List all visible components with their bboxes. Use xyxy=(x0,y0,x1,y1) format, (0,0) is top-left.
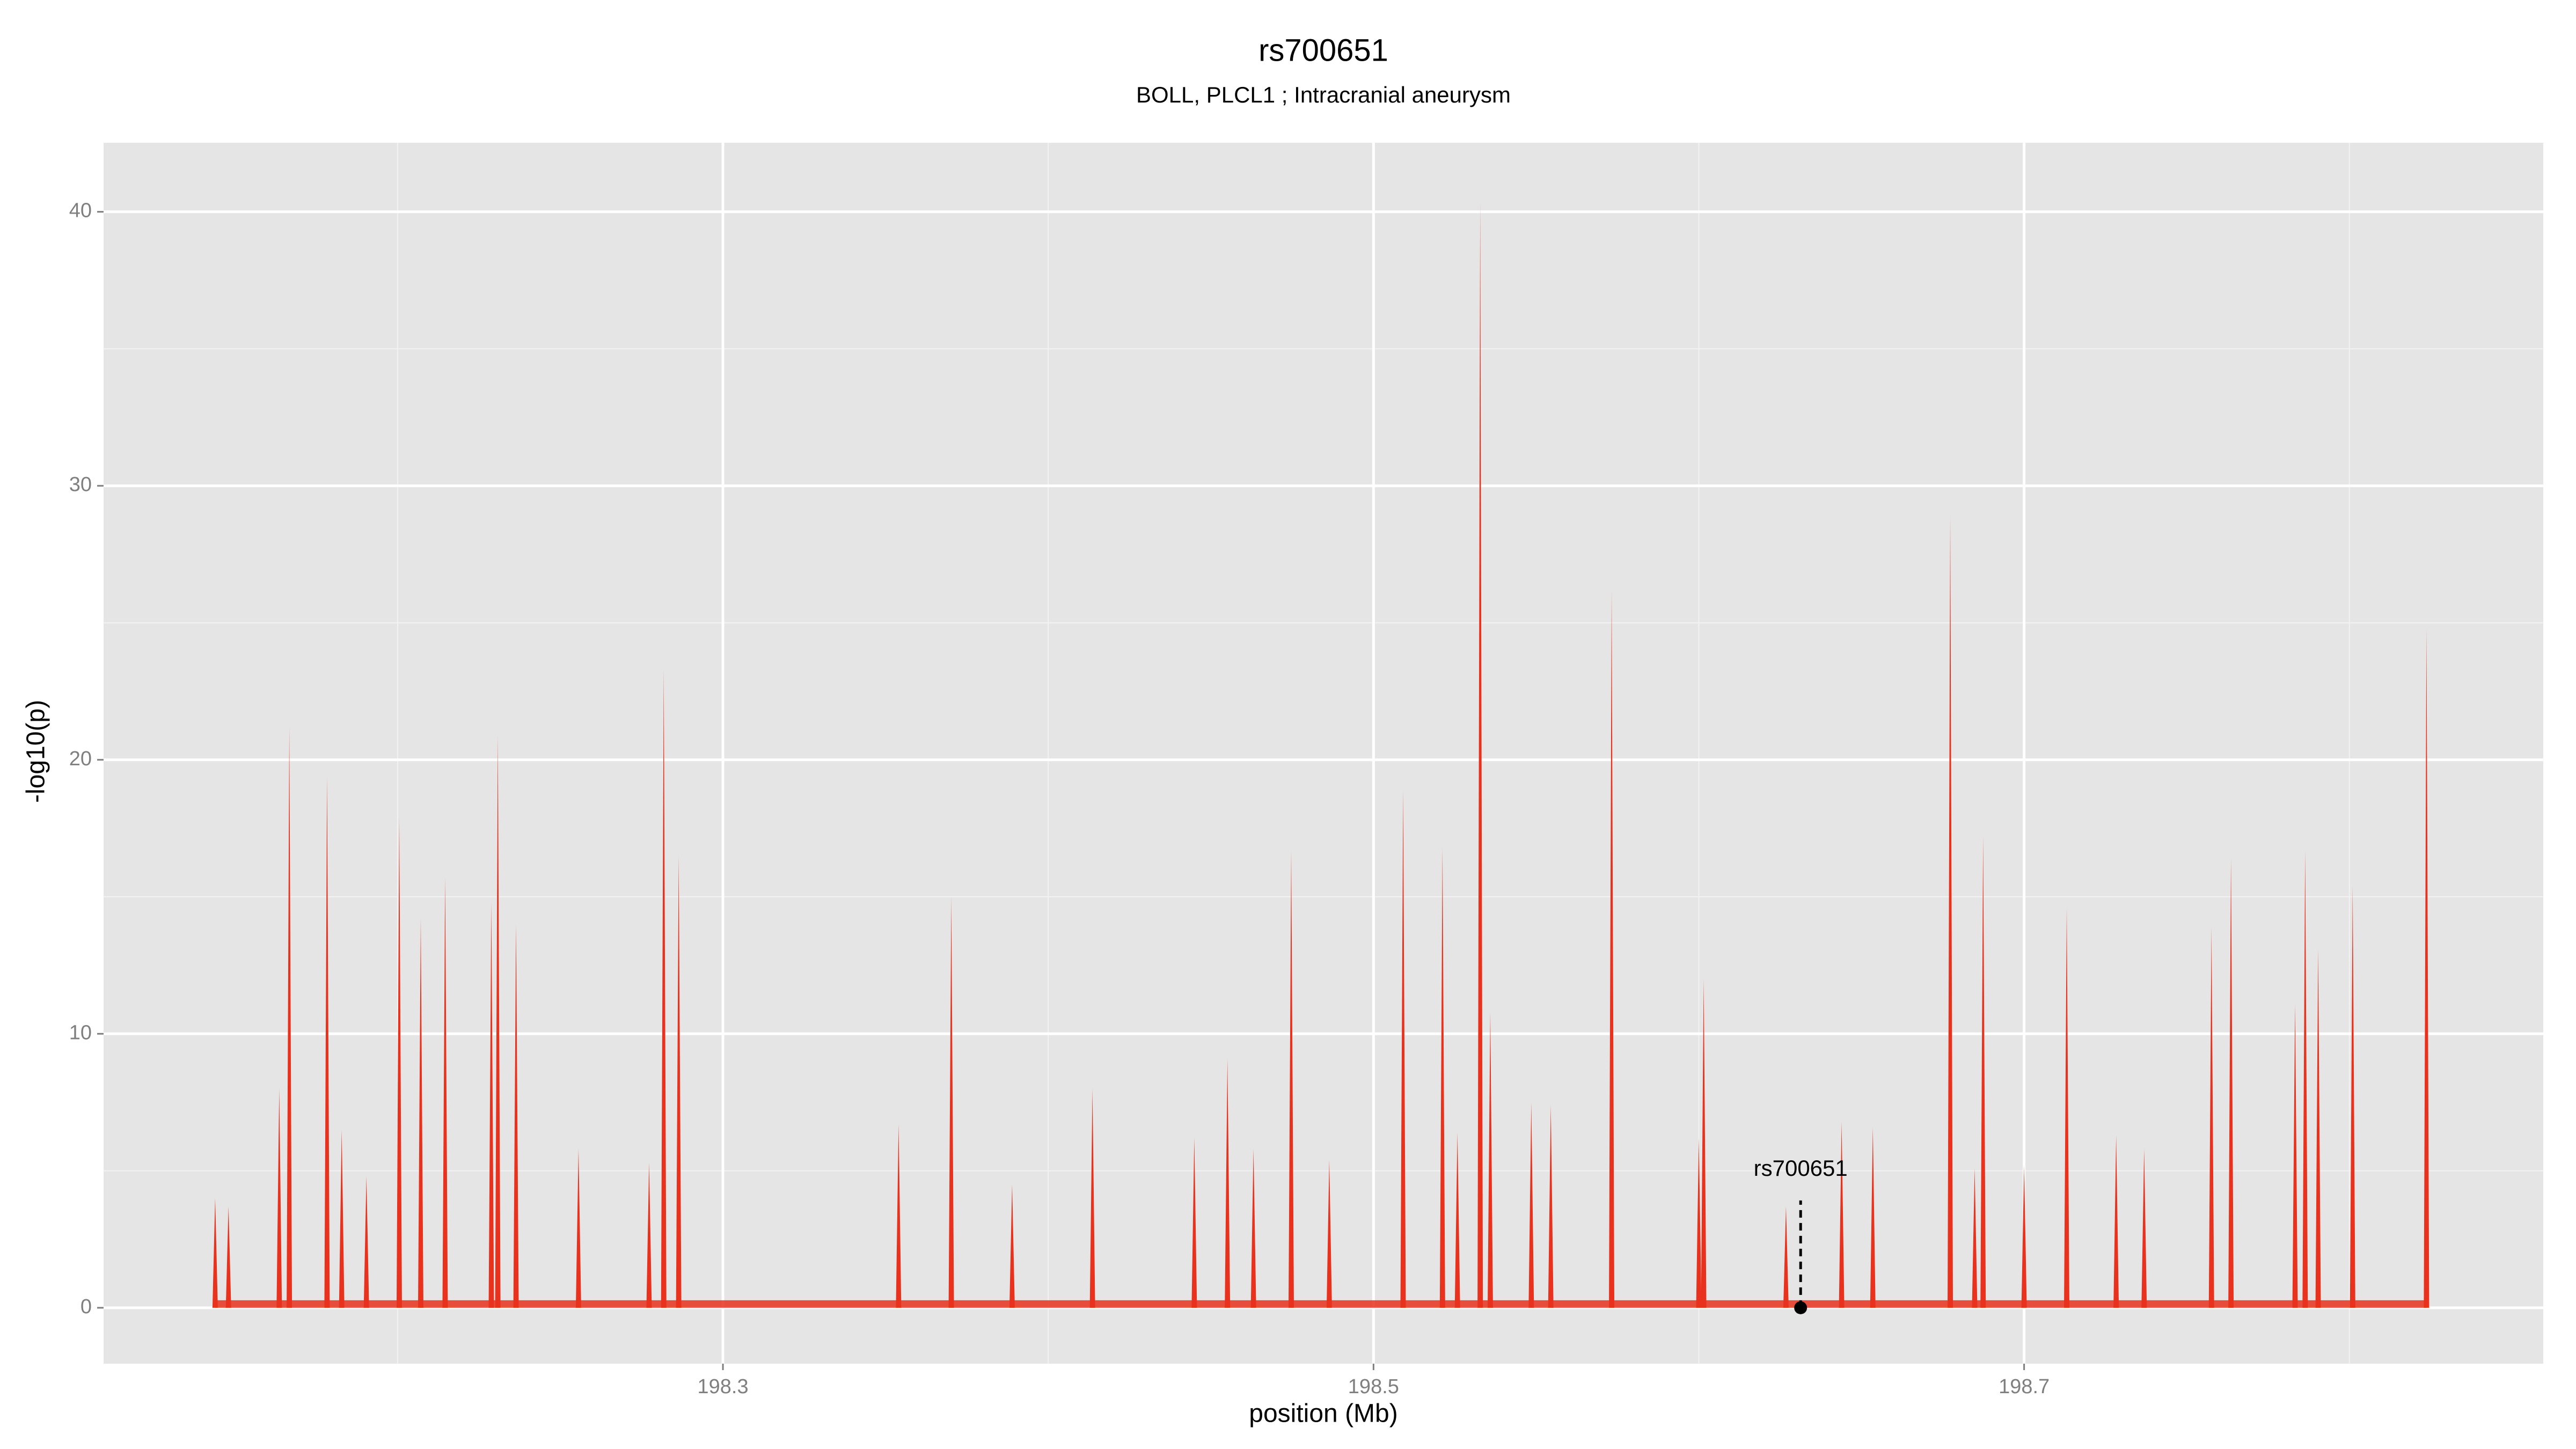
spike xyxy=(1972,1168,1978,1308)
spike xyxy=(661,669,667,1308)
spike xyxy=(896,1124,902,1308)
spike xyxy=(2208,927,2214,1308)
spike xyxy=(2141,1148,2147,1308)
spike xyxy=(1701,979,1707,1308)
y-tick-label: 30 xyxy=(69,473,92,496)
x-tick-label: 198.3 xyxy=(698,1375,749,1398)
chart-title: rs700651 xyxy=(1258,33,1388,68)
spike xyxy=(396,817,402,1308)
spike xyxy=(1250,1148,1256,1308)
spike xyxy=(1191,1138,1197,1308)
spike xyxy=(1696,1138,1702,1308)
spike xyxy=(1288,850,1294,1308)
spike xyxy=(442,877,448,1308)
plot-panel xyxy=(104,143,2543,1364)
spike xyxy=(2424,628,2429,1308)
spike xyxy=(1528,1102,1534,1308)
spike xyxy=(276,1088,282,1308)
spike xyxy=(339,1129,345,1308)
spike xyxy=(1400,789,1406,1308)
spike xyxy=(1477,201,1483,1308)
y-tick-label: 20 xyxy=(69,748,92,770)
annotation-point xyxy=(1794,1301,1807,1314)
spike xyxy=(495,735,501,1308)
y-tick-label: 40 xyxy=(69,200,92,222)
x-tick-label: 198.5 xyxy=(1348,1375,1399,1398)
spike xyxy=(225,1206,231,1308)
spike xyxy=(575,1148,581,1308)
spike xyxy=(1009,1184,1015,1308)
spike xyxy=(1948,516,1953,1308)
spike xyxy=(488,902,494,1308)
spike xyxy=(1326,1160,1332,1308)
y-tick-label: 0 xyxy=(80,1296,92,1318)
x-axis-label: position (Mb) xyxy=(1249,1400,1397,1428)
spike xyxy=(287,727,292,1308)
spike xyxy=(646,1162,652,1308)
spike xyxy=(1454,1132,1460,1308)
spike xyxy=(2228,858,2234,1308)
spike xyxy=(363,1176,369,1308)
spike xyxy=(212,1198,218,1308)
spike xyxy=(1487,1012,1493,1308)
spike xyxy=(513,924,519,1308)
spike xyxy=(2113,1135,2119,1308)
spike xyxy=(676,855,682,1308)
spike xyxy=(2350,885,2355,1308)
spike xyxy=(1839,1121,1845,1308)
x-tick-label: 198.7 xyxy=(1999,1375,2050,1398)
spike xyxy=(2021,1165,2027,1308)
spike xyxy=(2302,850,2308,1308)
spike xyxy=(1609,590,1615,1308)
spike xyxy=(948,897,954,1308)
chart-subtitle: BOLL, PLCL1 ; Intracranial aneurysm xyxy=(1136,82,1511,107)
spike xyxy=(324,776,330,1308)
spike xyxy=(1089,1088,1095,1308)
baseline-band xyxy=(215,1300,2427,1308)
spike xyxy=(1783,1206,1789,1308)
y-tick-label: 10 xyxy=(69,1021,92,1044)
spike xyxy=(2292,1004,2298,1308)
spike xyxy=(2064,908,2070,1308)
annotation-label: rs700651 xyxy=(1754,1155,1848,1181)
spike xyxy=(418,918,423,1308)
spike xyxy=(1225,1058,1231,1308)
y-axis-label: -log10(p) xyxy=(22,700,50,803)
spike xyxy=(1870,1126,1876,1308)
spike xyxy=(1980,836,1986,1308)
spike xyxy=(1439,847,1445,1308)
spike xyxy=(1548,1105,1554,1308)
spike xyxy=(2315,949,2321,1308)
